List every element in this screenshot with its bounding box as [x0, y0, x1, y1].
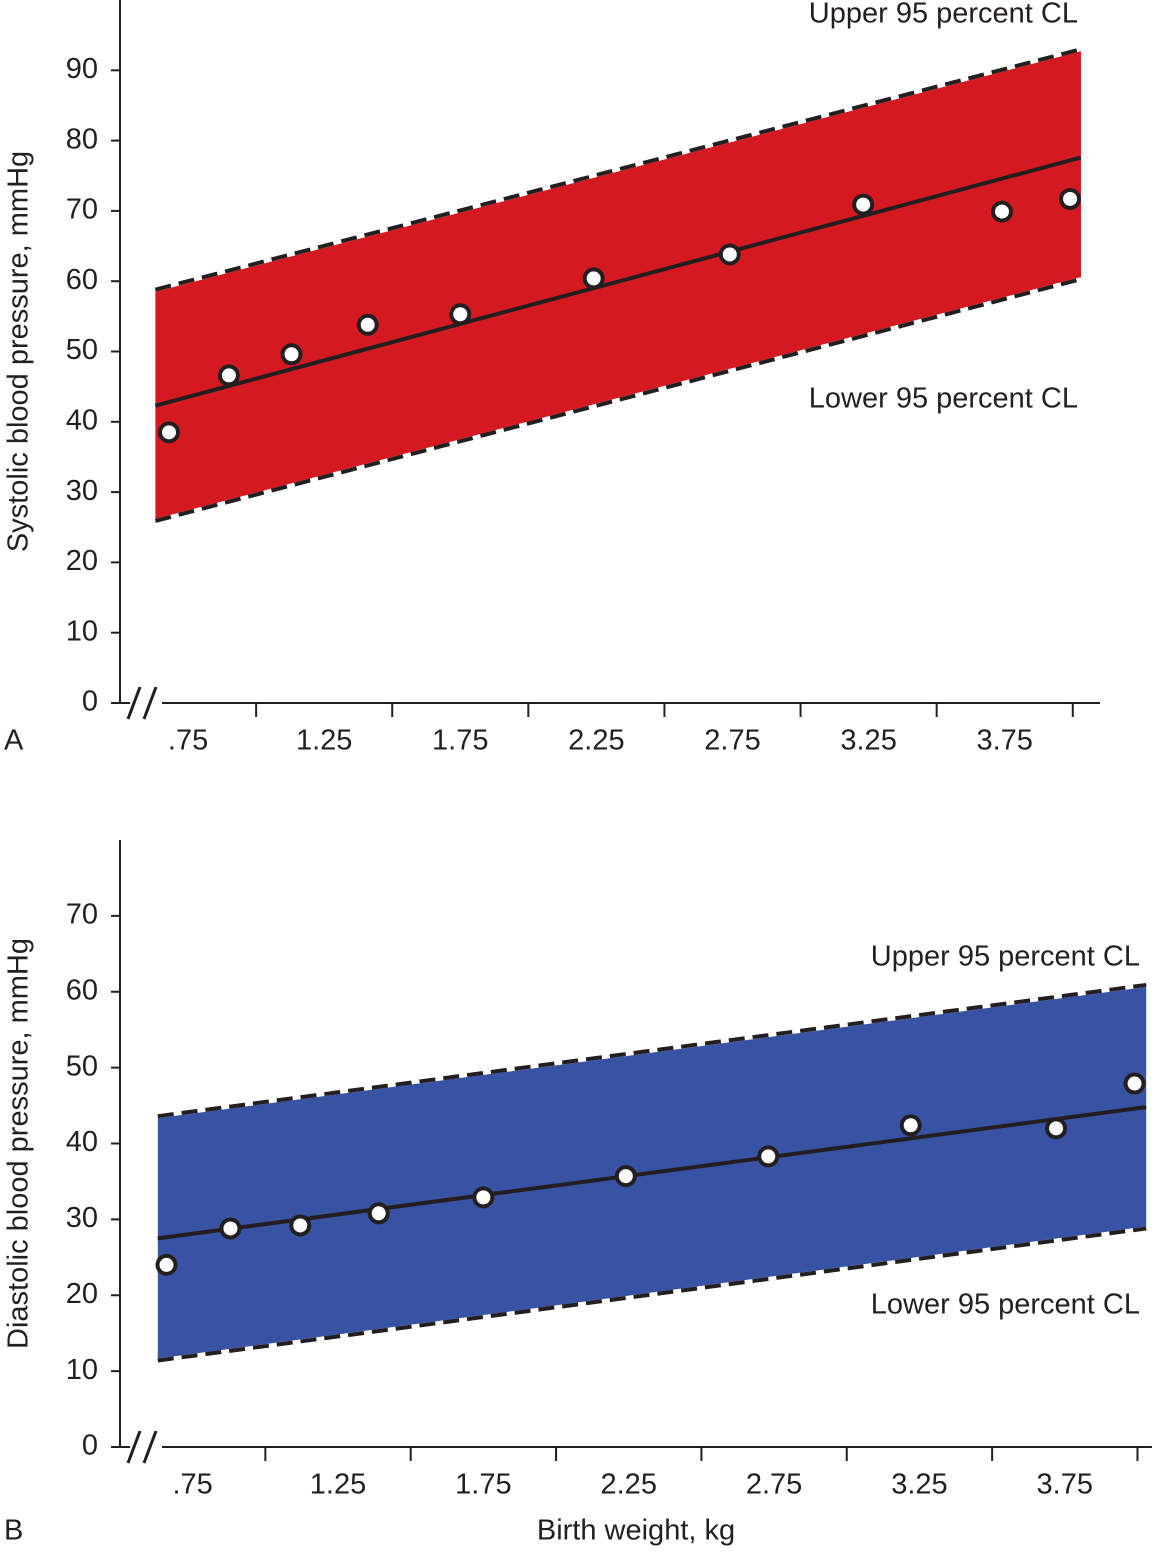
confidence-band: [155, 49, 1081, 521]
axis-break: [126, 1430, 142, 1464]
y-tick-label: 70: [66, 899, 98, 931]
y-tick-label: 40: [66, 404, 98, 436]
data-point: [1045, 1117, 1068, 1140]
y-tick-label: 10: [66, 1354, 98, 1386]
data-point: [155, 1253, 178, 1276]
y-tick-label: 60: [66, 264, 98, 296]
data-point: [614, 1165, 637, 1188]
cl-line: [157, 1226, 1147, 1363]
data-point: [289, 1214, 312, 1237]
data-point: [852, 193, 875, 216]
regression-line: [154, 155, 1082, 408]
y-axis-label: Diastolic blood pressure, mmHg: [3, 938, 35, 1349]
x-tick-label: 3.75: [976, 725, 1032, 757]
y-tick-label: 60: [66, 974, 98, 1006]
y-tick-label: 30: [66, 1202, 98, 1234]
data-point: [582, 267, 605, 290]
cl-line: [154, 47, 1082, 292]
axis-break: [142, 1430, 158, 1464]
y-tick-label: 20: [66, 545, 98, 577]
annotation: Lower 95 percent CL: [809, 383, 1078, 415]
x-tick-label: 2.75: [746, 1469, 802, 1501]
data-point: [449, 303, 472, 326]
x-tick-label: 1.75: [432, 725, 488, 757]
data-point: [991, 200, 1013, 223]
annotation: Upper 95 percent CL: [871, 941, 1140, 973]
x-axis-label: Birth weight, kg: [537, 1515, 735, 1547]
y-tick-label: 0: [82, 686, 98, 718]
annotation: Upper 95 percent CL: [809, 0, 1078, 30]
y-tick-label: 90: [66, 53, 98, 85]
y-tick-label: 0: [82, 1430, 98, 1462]
y-tick-label: 80: [66, 123, 98, 155]
data-point: [899, 1114, 922, 1137]
x-tick-label: .75: [168, 725, 208, 757]
y-tick-label: 70: [66, 194, 98, 226]
x-tick-label: 2.75: [704, 725, 760, 757]
data-point: [219, 1217, 242, 1240]
y-tick-label: 20: [66, 1278, 98, 1310]
axis-break: [142, 686, 158, 720]
data-point: [217, 364, 240, 387]
x-tick-label: 3.25: [891, 1469, 947, 1501]
data-point: [158, 421, 180, 444]
y-tick-label: 50: [66, 334, 98, 366]
panel-label: B: [4, 1515, 23, 1547]
panel-label: A: [4, 725, 24, 757]
y-tick-label: 50: [66, 1050, 98, 1082]
cl-line: [157, 982, 1147, 1119]
data-point: [472, 1186, 495, 1209]
data-point: [356, 313, 379, 336]
x-tick-label: .75: [173, 1469, 213, 1501]
data-point: [757, 1145, 780, 1168]
cl-line: [154, 277, 1082, 523]
x-tick-label: 3.75: [1037, 1469, 1093, 1501]
x-tick-label: 2.25: [601, 1469, 657, 1501]
y-axis-label: Systolic blood pressure, mmHg: [3, 151, 35, 552]
data-point: [367, 1202, 390, 1225]
x-tick-label: 1.25: [296, 725, 352, 757]
regression-line: [157, 1105, 1147, 1241]
data-point: [718, 243, 741, 266]
annotation: Lower 95 percent CL: [871, 1289, 1140, 1321]
y-tick-label: 40: [66, 1126, 98, 1158]
axis-break: [126, 686, 142, 720]
y-tick-label: 10: [66, 615, 98, 647]
y-tick-label: 30: [66, 475, 98, 507]
data-point: [1123, 1072, 1146, 1095]
x-tick-label: 2.25: [568, 725, 624, 757]
x-tick-label: 1.75: [455, 1469, 511, 1501]
data-point: [1059, 187, 1082, 210]
x-tick-label: 3.25: [840, 725, 896, 757]
data-point: [280, 343, 303, 366]
x-tick-label: 1.25: [310, 1469, 366, 1501]
